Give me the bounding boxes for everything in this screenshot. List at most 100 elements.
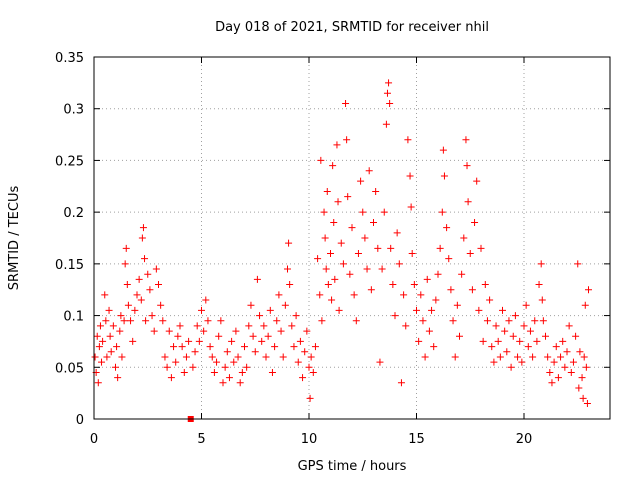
data-point (350, 291, 358, 299)
data-point (393, 229, 401, 237)
data-point (320, 208, 328, 216)
data-point (285, 239, 293, 247)
data-point (361, 234, 369, 242)
data-point (95, 343, 103, 351)
data-point (178, 343, 186, 351)
data-point (496, 353, 504, 361)
data-point (475, 306, 483, 314)
data-point (567, 368, 575, 376)
data-point (357, 177, 365, 185)
data-point (330, 218, 338, 226)
data-point (159, 317, 167, 325)
data-point (494, 337, 502, 345)
data-point (107, 348, 115, 356)
data-point (210, 368, 218, 376)
data-point (275, 291, 283, 299)
data-point (503, 348, 511, 356)
data-point (301, 348, 309, 356)
data-point (378, 265, 386, 273)
x-tick-label: 20 (516, 432, 533, 447)
data-point (447, 286, 455, 294)
data-point (365, 167, 373, 175)
data-point (238, 368, 246, 376)
data-point (488, 343, 496, 351)
data-point (137, 296, 145, 304)
data-point (180, 368, 188, 376)
data-point (417, 291, 425, 299)
data-point (385, 79, 393, 87)
data-point (206, 343, 214, 351)
data-point (372, 187, 380, 195)
data-point (202, 296, 210, 304)
data-point (232, 327, 240, 335)
data-point (583, 399, 591, 407)
data-point (105, 306, 113, 314)
data-point (344, 193, 352, 201)
data-point (91, 353, 99, 361)
data-point (440, 172, 448, 180)
data-point (346, 270, 354, 278)
data-point (306, 394, 314, 402)
data-point (284, 265, 291, 273)
data-points (91, 79, 592, 422)
data-point (443, 224, 451, 232)
data-point (548, 379, 556, 387)
data-point (279, 353, 287, 361)
data-point (127, 317, 135, 325)
data-point (520, 322, 528, 330)
data-point (436, 244, 444, 252)
data-point (331, 275, 339, 283)
data-point (529, 353, 537, 361)
data-point (200, 327, 208, 335)
data-point (281, 301, 289, 309)
data-point (109, 322, 117, 330)
data-point (552, 343, 560, 351)
data-point (367, 286, 375, 294)
data-point (343, 136, 351, 144)
data-point (438, 208, 446, 216)
data-point (370, 218, 377, 226)
data-point (141, 255, 149, 263)
data-point (406, 172, 414, 180)
data-point (581, 301, 589, 309)
data-point (253, 275, 261, 283)
data-point (538, 296, 546, 304)
data-point (262, 353, 270, 361)
data-point (243, 363, 251, 371)
y-tick-label: 0.05 (55, 361, 84, 376)
data-point (266, 306, 274, 314)
data-point (321, 234, 329, 242)
data-point (271, 343, 279, 351)
data-point (490, 358, 498, 366)
data-point (106, 332, 114, 340)
data-point (142, 317, 150, 325)
x-tick-label: 10 (301, 432, 318, 447)
data-point (576, 348, 584, 356)
x-axis-label: GPS time / hours (298, 459, 407, 474)
data-point (219, 379, 227, 387)
data-point (524, 343, 532, 351)
data-point (335, 306, 343, 314)
data-point (189, 363, 197, 371)
data-point (526, 327, 534, 335)
data-point (462, 136, 470, 144)
data-point (146, 286, 154, 294)
data-point (258, 337, 266, 345)
data-point (247, 301, 255, 309)
data-point (144, 270, 152, 278)
data-point (191, 348, 199, 356)
data-point (113, 343, 121, 351)
data-point (582, 363, 590, 371)
data-point (456, 332, 463, 340)
plot-frame (93, 56, 611, 420)
data-point (561, 363, 569, 371)
data-point (439, 146, 447, 154)
data-point (509, 332, 517, 340)
data-point (501, 327, 509, 335)
data-point (123, 281, 131, 289)
data-point (342, 100, 350, 108)
data-point (195, 337, 203, 345)
data-point (458, 270, 466, 278)
y-tick-label: 0.25 (55, 154, 84, 169)
data-point (176, 322, 184, 330)
